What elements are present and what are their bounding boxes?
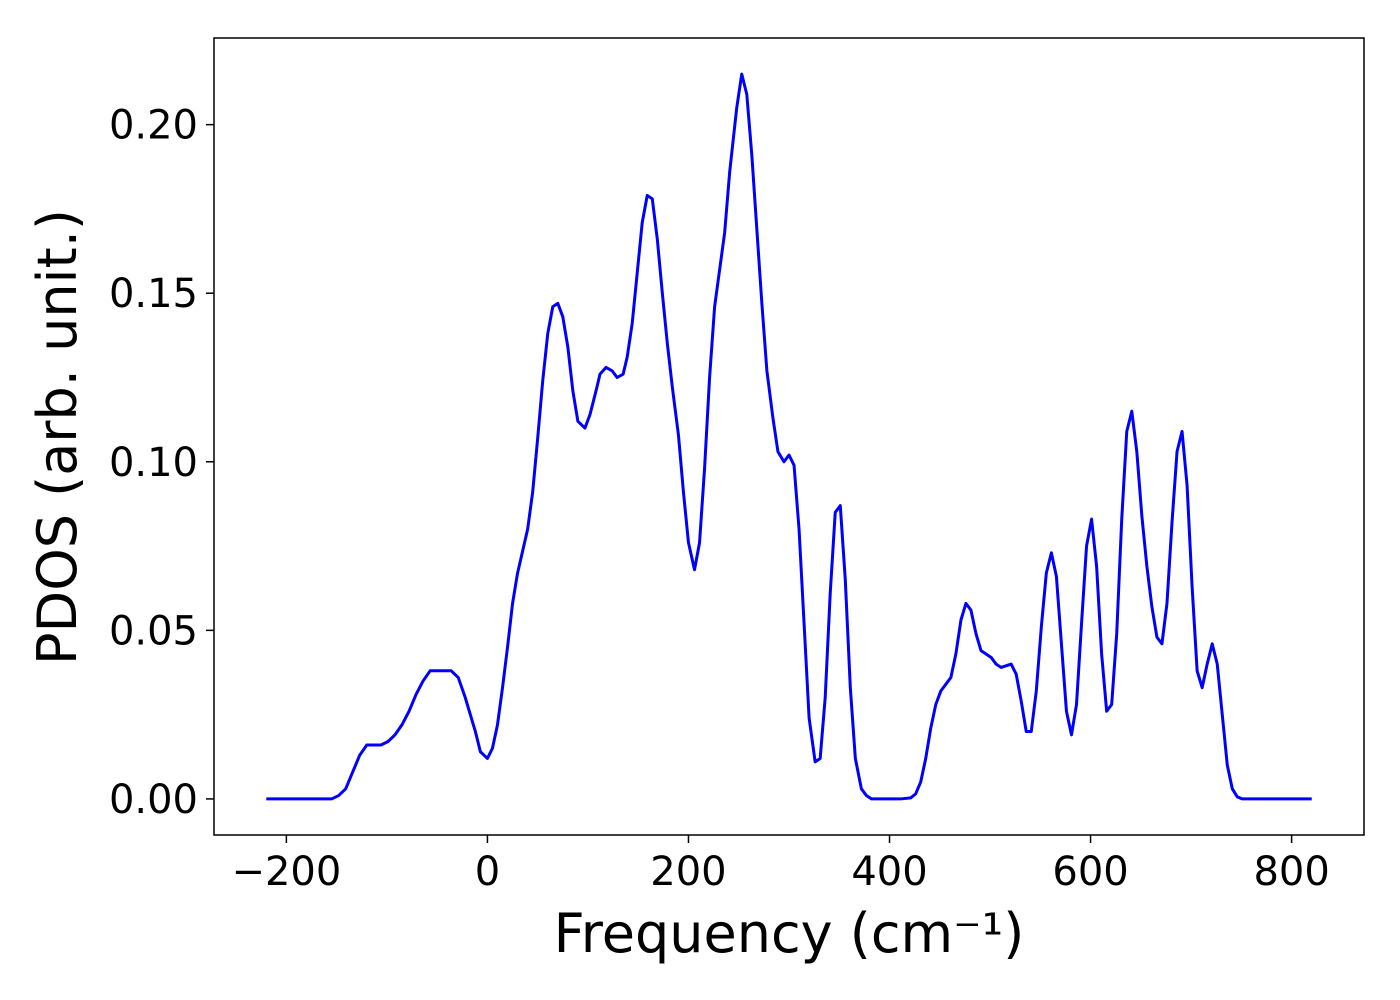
plot-frame [213,37,1365,836]
y-tick-label: 0.15 [109,271,198,317]
x-tick-label: 800 [1253,849,1329,895]
x-tick-label: −200 [231,849,341,895]
y-tick-label: 0.00 [109,777,198,823]
y-axis-label: PDOS (arb. unit.) [26,209,89,665]
x-tick-label: 0 [475,849,500,895]
x-tick-label: 400 [851,849,927,895]
y-tick-label: 0.10 [109,440,198,486]
pdos-line [266,72,1312,801]
x-axis-label: Frequency (cm⁻¹) [554,902,1025,965]
y-tick-label: 0.05 [109,608,198,654]
y-tick-label: 0.20 [109,103,198,149]
x-tick-label: 600 [1052,849,1128,895]
x-tick-label: 200 [650,849,726,895]
